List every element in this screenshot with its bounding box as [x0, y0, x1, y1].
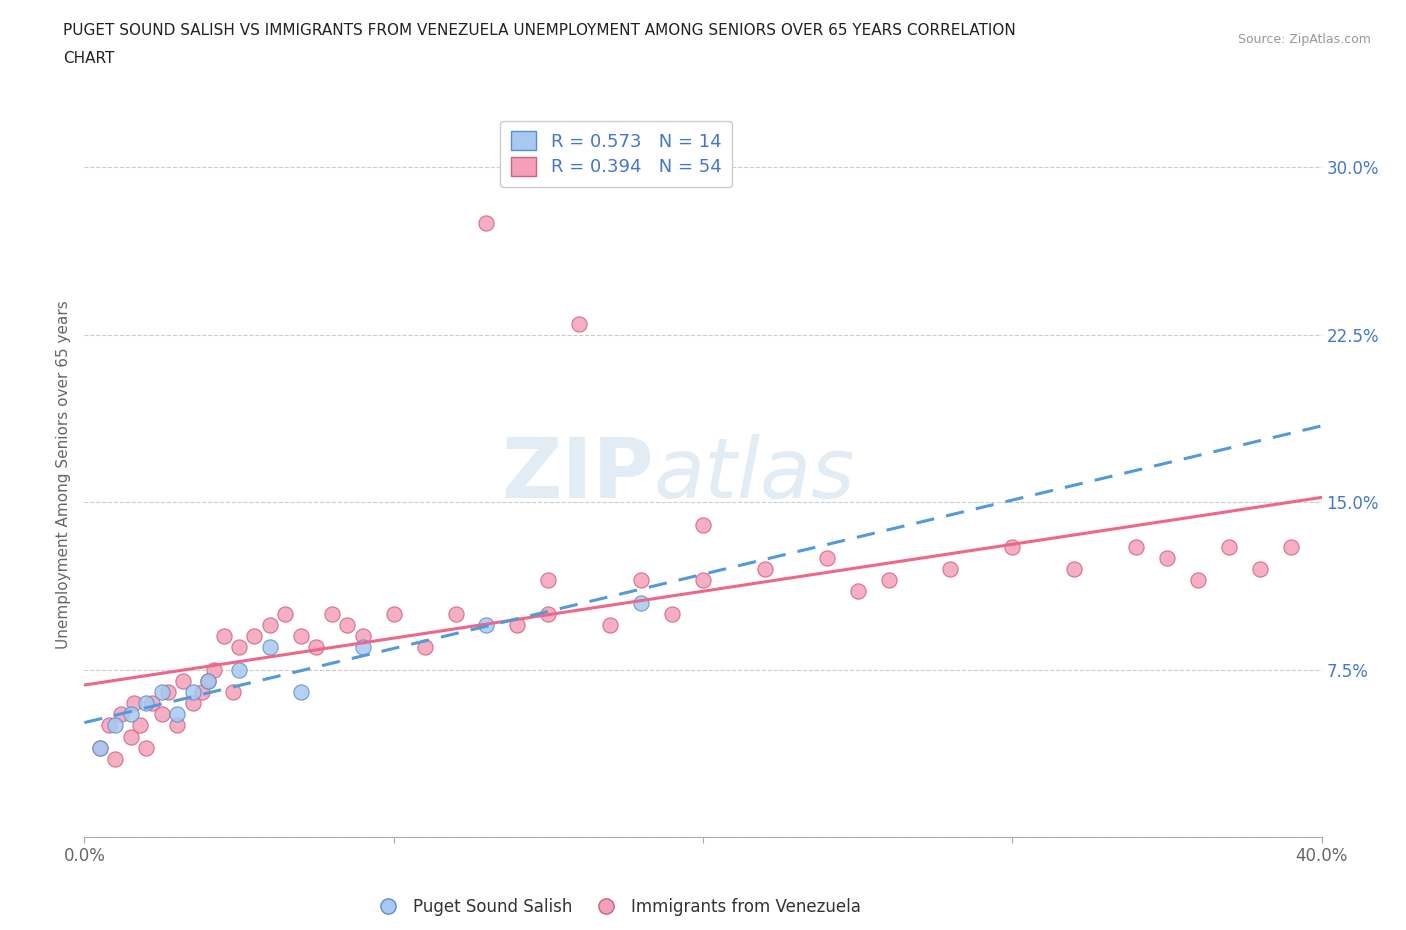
Point — [1279, 539, 1302, 554]
Point — [150, 707, 173, 722]
Point — [846, 584, 869, 599]
Point — [150, 684, 173, 699]
Point — [413, 640, 436, 655]
Point — [222, 684, 245, 699]
Point — [599, 618, 621, 632]
Point — [568, 316, 591, 331]
Point — [1125, 539, 1147, 554]
Point — [352, 640, 374, 655]
Point — [141, 696, 163, 711]
Point — [537, 606, 560, 621]
Point — [156, 684, 179, 699]
Point — [692, 573, 714, 588]
Text: CHART: CHART — [63, 51, 115, 66]
Point — [336, 618, 359, 632]
Point — [1156, 551, 1178, 565]
Point — [352, 629, 374, 644]
Point — [537, 573, 560, 588]
Point — [197, 673, 219, 688]
Point — [166, 707, 188, 722]
Point — [243, 629, 266, 644]
Point — [228, 662, 250, 677]
Point — [444, 606, 467, 621]
Point — [1249, 562, 1271, 577]
Point — [135, 740, 157, 755]
Point — [120, 729, 142, 744]
Point — [104, 751, 127, 766]
Point — [259, 618, 281, 632]
Point — [290, 629, 312, 644]
Point — [181, 684, 204, 699]
Point — [1187, 573, 1209, 588]
Point — [382, 606, 405, 621]
Point — [692, 517, 714, 532]
Legend: Puget Sound Salish, Immigrants from Venezuela: Puget Sound Salish, Immigrants from Vene… — [366, 892, 868, 923]
Point — [202, 662, 225, 677]
Text: atlas: atlas — [654, 433, 855, 515]
Point — [939, 562, 962, 577]
Point — [321, 606, 343, 621]
Point — [661, 606, 683, 621]
Point — [506, 618, 529, 632]
Point — [754, 562, 776, 577]
Point — [877, 573, 900, 588]
Point — [104, 718, 127, 733]
Point — [475, 216, 498, 231]
Point — [212, 629, 235, 644]
Point — [1063, 562, 1085, 577]
Point — [172, 673, 194, 688]
Point — [89, 740, 111, 755]
Point — [181, 696, 204, 711]
Point — [1218, 539, 1240, 554]
Point — [197, 673, 219, 688]
Point — [166, 718, 188, 733]
Point — [290, 684, 312, 699]
Point — [122, 696, 145, 711]
Text: PUGET SOUND SALISH VS IMMIGRANTS FROM VENEZUELA UNEMPLOYMENT AMONG SENIORS OVER : PUGET SOUND SALISH VS IMMIGRANTS FROM VE… — [63, 23, 1017, 38]
Point — [1001, 539, 1024, 554]
Point — [110, 707, 132, 722]
Point — [89, 740, 111, 755]
Point — [274, 606, 297, 621]
Point — [259, 640, 281, 655]
Point — [630, 573, 652, 588]
Point — [98, 718, 121, 733]
Point — [129, 718, 152, 733]
Point — [475, 618, 498, 632]
Y-axis label: Unemployment Among Seniors over 65 years: Unemployment Among Seniors over 65 years — [56, 300, 72, 649]
Point — [120, 707, 142, 722]
Point — [815, 551, 838, 565]
Point — [305, 640, 328, 655]
Point — [135, 696, 157, 711]
Text: ZIP: ZIP — [501, 433, 654, 515]
Point — [630, 595, 652, 610]
Point — [228, 640, 250, 655]
Text: Source: ZipAtlas.com: Source: ZipAtlas.com — [1237, 33, 1371, 46]
Point — [191, 684, 214, 699]
